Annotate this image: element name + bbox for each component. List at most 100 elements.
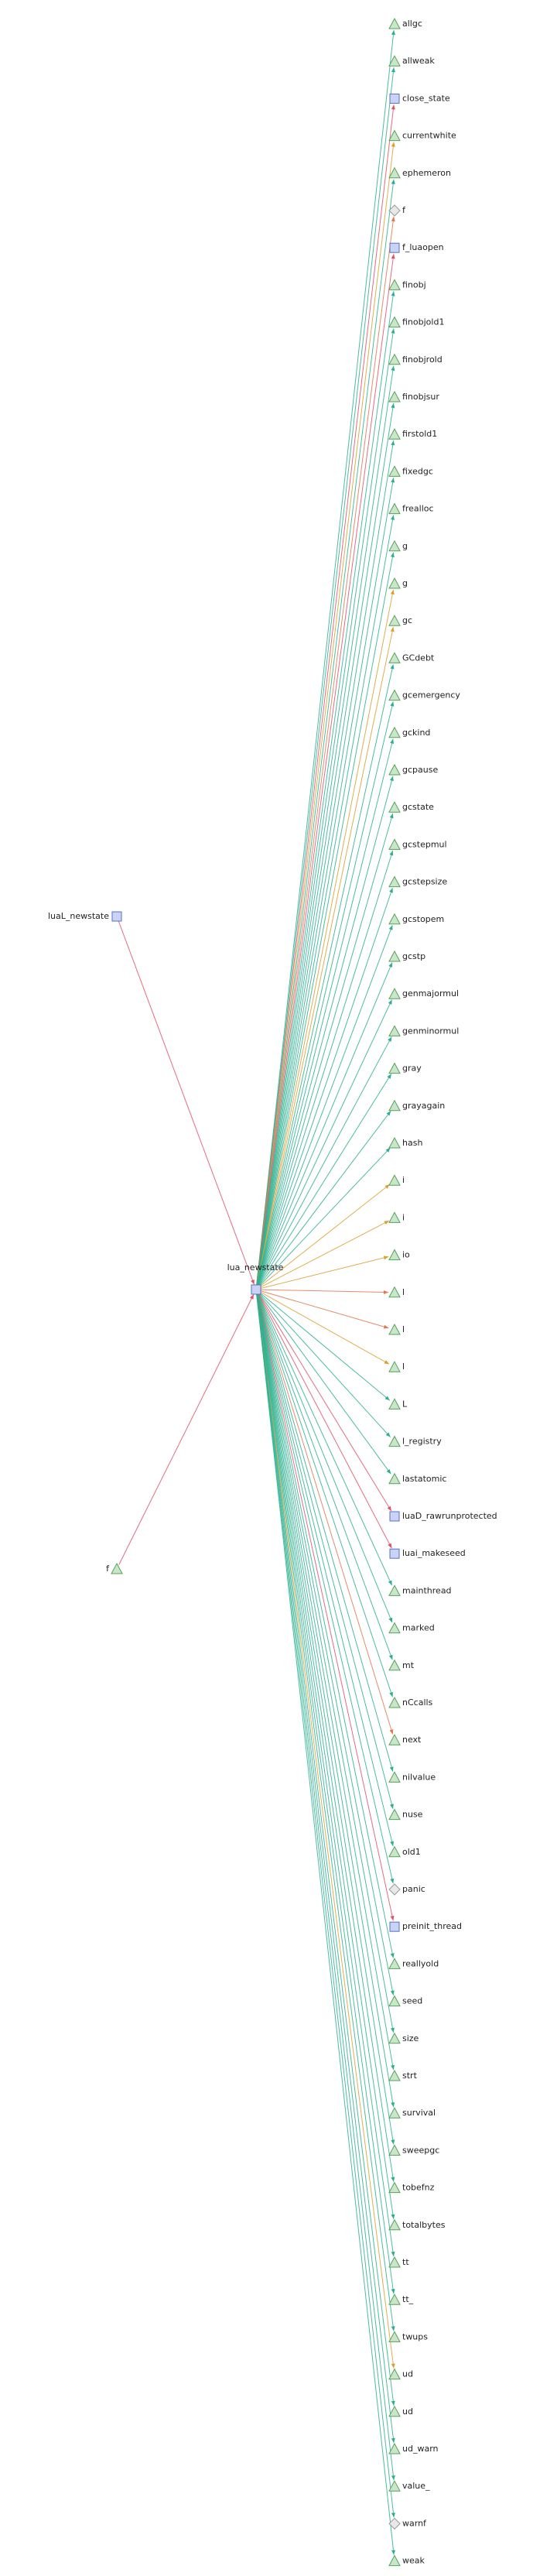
node-ud-63-triangle-icon[interactable] — [388, 2368, 401, 2380]
node-preinit-thread-51-square-icon[interactable] — [389, 1921, 400, 1932]
edge-to-g-15-arrowhead — [390, 589, 395, 595]
node-i-32-triangle-icon[interactable] — [388, 1211, 401, 1223]
node-nilvalue-47-triangle-icon[interactable] — [388, 1771, 401, 1783]
edge-to-l-35-arrowhead — [383, 1324, 389, 1329]
node-gcstepsize-23-triangle-icon[interactable] — [388, 875, 401, 888]
node-tt-61-triangle-icon[interactable] — [388, 2293, 401, 2305]
edge-to-i-32 — [258, 1220, 390, 1289]
node-l-36-triangle-icon[interactable] — [388, 1361, 401, 1372]
node-gcpause-20-triangle-icon[interactable] — [388, 763, 401, 776]
node-gc-16-triangle-icon[interactable] — [388, 615, 401, 626]
node-strt-55-triangle-icon[interactable] — [388, 2069, 401, 2081]
node-luad-rawrunprotected-40-square-icon[interactable] — [389, 1511, 400, 1522]
node-tt-60-triangle-icon[interactable] — [388, 2256, 401, 2268]
node-twups-62-triangle-icon[interactable] — [388, 2331, 401, 2342]
node-finobjsur-10-triangle-icon[interactable] — [388, 390, 401, 402]
node-value-66-triangle-icon[interactable] — [388, 2480, 401, 2492]
node-gcstate-21-triangle-icon[interactable] — [388, 801, 401, 813]
node-l-34-triangle-icon[interactable] — [388, 1286, 401, 1298]
node-close-state-2-square-icon[interactable] — [389, 93, 400, 104]
node-label-reallyold-52: reallyold — [402, 1958, 439, 1968]
node-ud-warn-65-triangle-icon[interactable] — [388, 2442, 401, 2454]
node-l-37-triangle-icon[interactable] — [388, 1398, 401, 1410]
node-gcstepmul-22-triangle-icon[interactable] — [388, 838, 401, 850]
node-nuse-48-triangle-icon[interactable] — [388, 1808, 401, 1821]
edge-to-twups-62 — [256, 1292, 395, 2331]
node-gcemergency-18-triangle-icon[interactable] — [388, 689, 401, 701]
node-allgc-0-triangle-icon[interactable] — [388, 17, 401, 29]
node-grayagain-29-triangle-icon[interactable] — [388, 1099, 401, 1112]
node-genmajormul-26-triangle-icon[interactable] — [388, 988, 401, 999]
node-finobjrold-9-triangle-icon[interactable] — [388, 353, 401, 365]
node-ephemeron-4-triangle-icon[interactable] — [388, 166, 401, 179]
edge-to-tt-60-arrowhead — [391, 2251, 395, 2257]
node-mt-44-triangle-icon[interactable] — [388, 1659, 401, 1671]
center-node-lua-newstate-square-icon[interactable] — [251, 1284, 261, 1295]
node-allweak-1-triangle-icon[interactable] — [388, 55, 401, 67]
edge-to-mt-44 — [256, 1292, 393, 1660]
source-node-f-triangle-icon[interactable] — [111, 1562, 123, 1574]
node-l-registry-38-triangle-icon[interactable] — [388, 1435, 401, 1447]
node-genminormul-27-triangle-icon[interactable] — [388, 1025, 401, 1036]
node-i-31-triangle-icon[interactable] — [388, 1174, 401, 1186]
node-gray-28-triangle-icon[interactable] — [388, 1062, 401, 1074]
edge-to-gc-16 — [256, 626, 394, 1287]
node-firstold1-11-triangle-icon[interactable] — [388, 428, 401, 440]
node-next-46-triangle-icon[interactable] — [388, 1734, 401, 1745]
node-tobefnz-58-triangle-icon[interactable] — [388, 2181, 401, 2194]
node-l-35-triangle-icon[interactable] — [388, 1323, 401, 1335]
node-g-15-triangle-icon[interactable] — [388, 577, 401, 589]
node-label-l-35: l — [402, 1324, 405, 1334]
edge-to-firstold1-11-arrowhead — [391, 440, 395, 446]
node-panic-50-diamond-icon[interactable] — [388, 1883, 401, 1896]
source-node-lual-newstate-square-icon[interactable] — [111, 911, 122, 922]
node-finobjold1-8-triangle-icon[interactable] — [388, 316, 401, 328]
node-weak-68-triangle-icon[interactable] — [388, 2554, 401, 2567]
edge-to-old1-49-arrowhead — [390, 1841, 395, 1847]
node-f-5-diamond-icon[interactable] — [388, 204, 401, 217]
node-luai-makeseed-41-square-icon[interactable] — [389, 1548, 400, 1559]
node-label-genminormul-27: genminormul — [402, 1026, 459, 1036]
edge-to-next-46-arrowhead — [389, 1729, 394, 1735]
node-warnf-67-diamond-icon[interactable] — [388, 2517, 401, 2530]
edge-to-strt-55-arrowhead — [391, 2064, 395, 2071]
edge-to-gcpause-20 — [256, 776, 394, 1287]
node-old1-49-triangle-icon[interactable] — [388, 1845, 401, 1858]
node-finobj-7-triangle-icon[interactable] — [388, 279, 401, 290]
node-g-14-triangle-icon[interactable] — [388, 540, 401, 552]
edge-to-currentwhite-3 — [255, 142, 395, 1287]
node-frealloc-13-triangle-icon[interactable] — [388, 502, 401, 515]
node-gckind-19-triangle-icon[interactable] — [388, 726, 401, 738]
node-reallyold-52-triangle-icon[interactable] — [388, 1958, 401, 1969]
node-gcdebt-17-triangle-icon[interactable] — [388, 652, 401, 663]
node-currentwhite-3-triangle-icon[interactable] — [388, 129, 401, 142]
node-size-54-triangle-icon[interactable] — [388, 2032, 401, 2044]
node-f-luaopen-6-square-icon[interactable] — [389, 242, 400, 253]
node-label-weak-68: weak — [402, 2556, 425, 2566]
edge-to-sweepgc-57 — [256, 1292, 395, 2145]
edge-to-gcstp-25 — [257, 962, 393, 1287]
edge-to-currentwhite-3-arrowhead — [391, 142, 395, 147]
node-label-warnf-67: warnf — [402, 2518, 427, 2528]
node-seed-53-triangle-icon[interactable] — [388, 1995, 401, 2007]
edge-to-luai-makeseed-41-arrowhead — [388, 1543, 392, 1549]
node-hash-30-triangle-icon[interactable] — [388, 1136, 401, 1149]
node-label-gcstp-25: gcstp — [402, 951, 425, 961]
node-sweepgc-57-triangle-icon[interactable] — [388, 2144, 401, 2156]
edge-to-mainthread-42 — [257, 1292, 393, 1586]
node-totalbytes-59-triangle-icon[interactable] — [388, 2218, 401, 2231]
node-nccalls-45-triangle-icon[interactable] — [388, 1696, 401, 1708]
node-label-io-33: io — [402, 1250, 410, 1260]
node-io-33-triangle-icon[interactable] — [388, 1249, 401, 1261]
node-survival-56-triangle-icon[interactable] — [388, 2107, 401, 2119]
node-gcstopem-24-triangle-icon[interactable] — [388, 913, 401, 925]
node-fixedgc-12-triangle-icon[interactable] — [388, 465, 401, 477]
node-gcstp-25-triangle-icon[interactable] — [388, 950, 401, 962]
node-lastatomic-39-triangle-icon[interactable] — [388, 1472, 401, 1485]
node-mainthread-42-triangle-icon[interactable] — [388, 1584, 401, 1596]
edge-to-luai-makeseed-41 — [257, 1292, 392, 1549]
node-ud-64-triangle-icon[interactable] — [388, 2405, 401, 2417]
edge-to-value-66 — [255, 1292, 395, 2481]
center-node-label: lua_newstate — [227, 1262, 284, 1273]
node-marked-43-triangle-icon[interactable] — [388, 1622, 401, 1634]
